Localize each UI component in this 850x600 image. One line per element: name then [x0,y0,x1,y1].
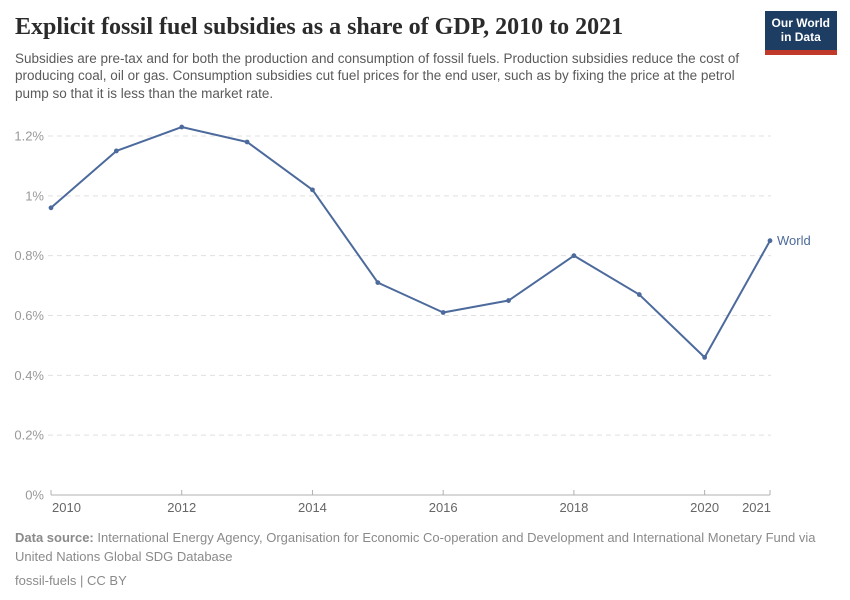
series-line[interactable] [50,126,771,359]
y-axis-tick-label: 1% [25,188,44,203]
data-point-marker[interactable] [636,292,642,297]
y-axis-tick-label: 0.8% [14,248,44,263]
data-point-marker[interactable] [48,205,54,211]
chart-title: Explicit fossil fuel subsidies as a shar… [15,14,624,40]
data-point-marker[interactable] [506,298,511,303]
chart-footer: Data source: International Energy Agency… [15,528,827,590]
data-point-marker[interactable] [767,238,773,244]
x-axis-tick-label: 2012 [167,500,196,515]
data-point-marker[interactable] [440,310,446,315]
series-end-label[interactable]: World [777,233,811,248]
chart-subtitle: Subsidies are pre-tax and for both the p… [15,50,740,101]
y-axis-tick-label: 1.2% [14,129,44,144]
data-point-marker[interactable] [702,354,708,360]
x-axis-tick-label: 2020 [690,500,719,515]
license-separator: | [76,573,88,588]
x-axis-tick-label: 2016 [429,500,458,515]
data-point-marker[interactable] [179,124,185,130]
x-axis-tick-label: 2014 [298,500,327,515]
x-axis-tick-label: 2021 [742,500,771,515]
data-point-marker[interactable] [310,187,315,193]
license-link[interactable]: CC BY [87,573,127,588]
data-source-text: International Energy Agency, Organisatio… [15,530,816,564]
data-point-marker[interactable] [244,139,250,145]
owid-logo[interactable]: Our World in Data [764,11,837,55]
y-axis-tick-label: 0% [25,488,44,503]
chart-slug: fossil-fuels [15,573,77,588]
owid-logo-line2: in Data [780,30,821,45]
data-source-note: Data source: International Energy Agency… [15,528,827,566]
y-axis-tick-label: 0.2% [14,428,44,443]
owid-logo-line1: Our World [771,16,830,30]
y-axis-tick-label: 0.6% [14,308,44,323]
x-axis-tick-label: 2010 [52,500,81,515]
y-axis-tick-label: 0.4% [14,368,44,383]
data-source-label: Data source: [15,530,94,545]
chart-header: Explicit fossil fuel subsidies as a shar… [15,13,750,102]
data-point-marker[interactable] [571,253,577,259]
data-point-marker[interactable] [375,280,381,285]
data-point-marker[interactable] [113,148,119,154]
x-axis-tick-label: 2018 [559,500,588,515]
license-line: fossil-fuels | CC BY [15,571,827,590]
